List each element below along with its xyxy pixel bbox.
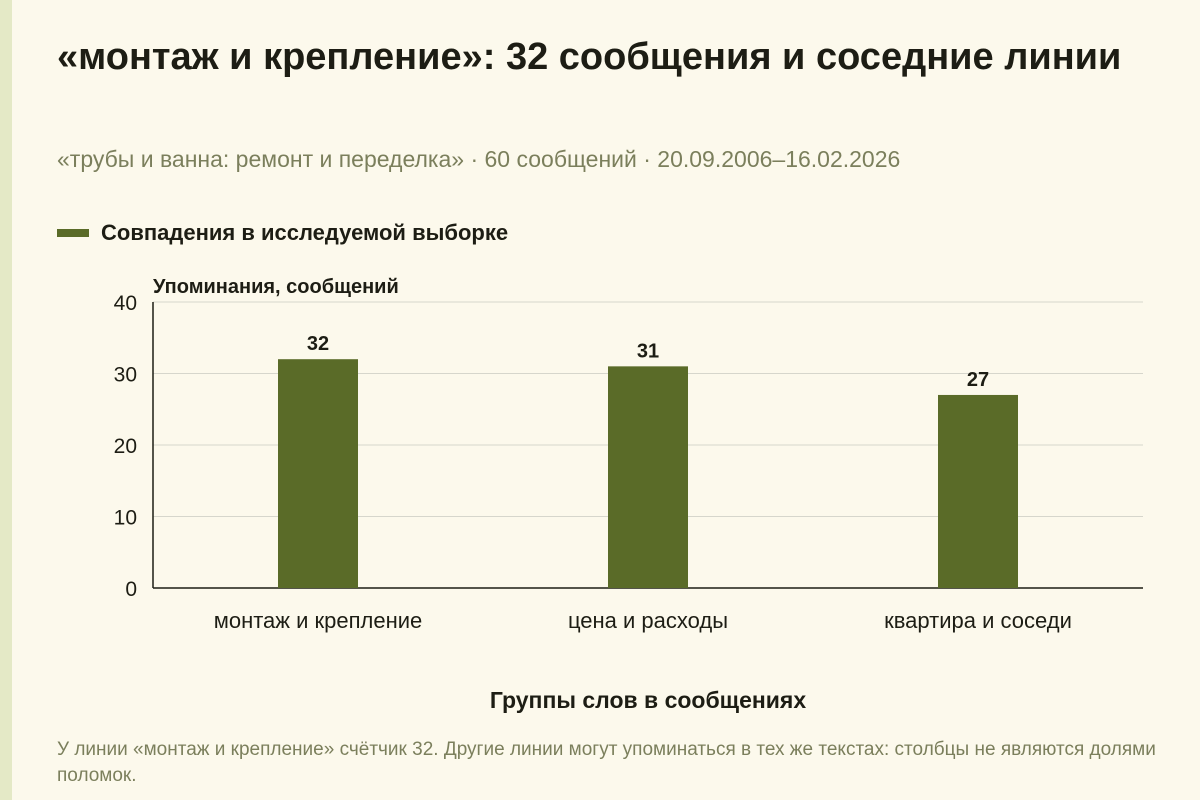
legend-label: Совпадения в исследуемой выборке xyxy=(101,220,509,245)
y-axis-label: Упоминания, сообщений xyxy=(153,276,399,298)
data-label: 27 xyxy=(967,369,989,391)
data-label: 31 xyxy=(637,340,659,362)
left-accent-strip xyxy=(0,0,12,800)
x-axis-label: Группы слов в сообщениях xyxy=(490,687,806,713)
y-tick-label: 20 xyxy=(114,435,137,458)
chart-subtitle: «трубы и ванна: ремонт и переделка» · 60… xyxy=(57,146,901,172)
data-label: 32 xyxy=(307,333,329,355)
legend: Совпадения в исследуемой выборке xyxy=(57,220,508,246)
x-tick-label: цена и расходы xyxy=(568,608,728,633)
x-tick-label: монтаж и крепление xyxy=(214,608,423,633)
bar xyxy=(278,359,358,588)
bar xyxy=(938,394,1018,588)
x-tick-label: квартира и соседи xyxy=(884,608,1072,633)
y-tick-label: 0 xyxy=(125,578,137,601)
chart-title: «монтаж и крепление»: 32 сообщения и сос… xyxy=(57,36,1122,78)
legend-swatch xyxy=(57,229,89,237)
footnote: У линии «монтаж и крепление» счётчик 32.… xyxy=(57,739,1156,786)
y-tick-label: 40 xyxy=(114,292,137,315)
y-tick-label: 30 xyxy=(114,364,137,387)
y-tick-label: 10 xyxy=(114,507,137,530)
bar xyxy=(608,366,688,588)
